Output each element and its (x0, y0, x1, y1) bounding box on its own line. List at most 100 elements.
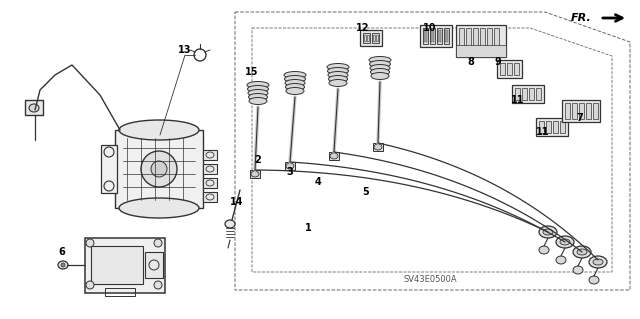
Bar (456, 45, 506, 57)
Bar (445, 30, 446, 42)
Bar (423, 28, 428, 44)
Bar (433, 30, 434, 42)
Bar (145, 252, 163, 278)
Bar (367, 35, 369, 41)
Bar (373, 35, 375, 41)
Ellipse shape (286, 163, 294, 169)
Ellipse shape (119, 198, 199, 218)
Bar (473, 28, 478, 54)
Bar (203, 178, 217, 188)
Bar (560, 121, 565, 133)
Ellipse shape (556, 256, 566, 264)
Ellipse shape (285, 79, 305, 86)
Bar (329, 152, 339, 160)
Ellipse shape (560, 239, 570, 245)
Bar (372, 33, 379, 43)
Text: 10: 10 (423, 23, 436, 33)
Ellipse shape (539, 226, 557, 238)
Bar (553, 121, 558, 133)
Bar (203, 192, 217, 202)
Text: 14: 14 (230, 197, 244, 207)
Bar (91, 246, 143, 284)
Bar (285, 162, 295, 170)
Bar (431, 30, 432, 42)
Text: 13: 13 (179, 45, 192, 55)
Text: 6: 6 (59, 247, 65, 257)
Ellipse shape (225, 220, 235, 228)
Bar (546, 121, 551, 133)
Bar (536, 88, 541, 100)
Bar (363, 33, 370, 43)
Text: 11: 11 (536, 127, 550, 137)
Bar (373, 143, 383, 151)
Bar (438, 30, 439, 42)
Bar (515, 88, 520, 100)
Ellipse shape (119, 120, 199, 140)
Ellipse shape (589, 256, 607, 268)
Ellipse shape (328, 68, 349, 75)
Bar (494, 28, 499, 54)
Bar (203, 164, 217, 174)
Ellipse shape (371, 72, 389, 79)
Ellipse shape (248, 90, 268, 97)
Bar (25, 100, 43, 115)
Bar (536, 118, 568, 136)
Bar (507, 63, 512, 75)
Bar (424, 30, 425, 42)
Bar (497, 60, 522, 78)
Bar (529, 88, 534, 100)
Ellipse shape (328, 76, 348, 83)
Bar (250, 170, 260, 178)
Ellipse shape (251, 171, 259, 177)
Bar (459, 28, 464, 54)
Bar (593, 103, 598, 119)
Ellipse shape (369, 61, 390, 68)
Text: 5: 5 (363, 187, 369, 197)
Bar (440, 30, 441, 42)
Bar (420, 25, 452, 47)
Bar (85, 238, 165, 293)
Ellipse shape (371, 69, 390, 76)
Ellipse shape (573, 266, 583, 274)
Text: 9: 9 (495, 57, 501, 67)
Bar (360, 30, 382, 46)
Ellipse shape (539, 246, 549, 254)
Text: 11: 11 (511, 95, 525, 105)
Ellipse shape (370, 64, 390, 71)
Bar (586, 103, 591, 119)
Ellipse shape (249, 98, 267, 105)
Ellipse shape (573, 246, 591, 258)
Bar (437, 28, 442, 44)
Ellipse shape (369, 56, 391, 63)
Bar (572, 103, 577, 119)
Bar (444, 28, 449, 44)
Bar (466, 28, 471, 54)
Ellipse shape (154, 281, 162, 289)
Ellipse shape (285, 76, 305, 83)
Ellipse shape (284, 71, 306, 78)
Ellipse shape (29, 104, 39, 112)
Ellipse shape (86, 281, 94, 289)
Bar (426, 30, 427, 42)
Bar (203, 150, 217, 160)
Bar (101, 145, 117, 193)
Bar (539, 121, 544, 133)
Ellipse shape (327, 63, 349, 70)
Ellipse shape (247, 81, 269, 88)
Bar (105, 288, 135, 296)
Text: 3: 3 (287, 167, 293, 177)
Ellipse shape (58, 261, 68, 269)
Ellipse shape (330, 153, 338, 159)
Text: 15: 15 (245, 67, 259, 77)
Ellipse shape (248, 93, 268, 100)
Bar (514, 63, 519, 75)
Bar (456, 25, 506, 57)
Ellipse shape (285, 84, 305, 91)
Text: 2: 2 (255, 155, 261, 165)
Bar (376, 35, 378, 41)
Bar (522, 88, 527, 100)
Ellipse shape (577, 249, 587, 255)
Text: 12: 12 (356, 23, 370, 33)
Ellipse shape (86, 239, 94, 247)
Text: 8: 8 (468, 57, 474, 67)
